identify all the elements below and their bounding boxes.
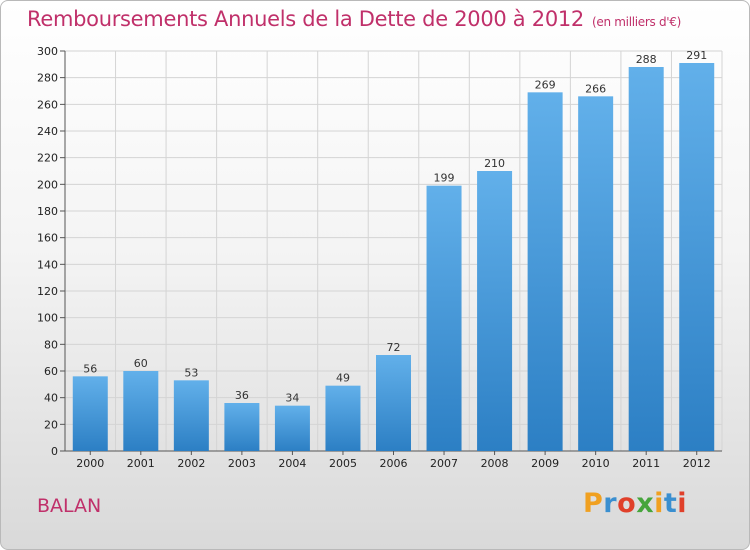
chart-title: Remboursements Annuels de la Dette de 20… xyxy=(27,7,681,31)
y-tick-label: 40 xyxy=(44,392,58,405)
y-tick-label: 220 xyxy=(37,152,58,165)
logo-letter: i xyxy=(654,488,664,519)
logo-letter: t xyxy=(663,488,678,519)
y-tick-label: 140 xyxy=(37,258,58,271)
bar-2001 xyxy=(123,371,159,451)
x-tick-label-2000: 2000 xyxy=(76,457,104,470)
value-label-2011: 288 xyxy=(636,53,657,66)
bar-2011 xyxy=(628,67,664,451)
bar-2003 xyxy=(224,403,260,451)
y-tick-label: 0 xyxy=(51,445,58,458)
x-tick-label-2009: 2009 xyxy=(531,457,559,470)
bar-2012 xyxy=(679,63,715,451)
bar-2002 xyxy=(173,380,209,451)
proxiti-logo: Proxiti xyxy=(583,488,687,519)
value-label-2006: 72 xyxy=(387,341,401,354)
value-label-2007: 199 xyxy=(434,172,455,185)
logo-letter: o xyxy=(617,488,637,519)
bar-2004 xyxy=(274,405,310,451)
value-label-2005: 49 xyxy=(336,372,350,385)
y-tick-label: 280 xyxy=(37,72,58,85)
commune-name: BALAN xyxy=(37,495,102,517)
value-label-2008: 210 xyxy=(484,157,505,170)
x-tick-label-2001: 2001 xyxy=(127,457,155,470)
value-label-2000: 56 xyxy=(83,362,97,375)
value-label-2009: 269 xyxy=(535,78,556,91)
value-label-2003: 36 xyxy=(235,389,249,402)
y-tick-label: 100 xyxy=(37,312,58,325)
chart-title-text: Remboursements Annuels de la Dette de 20… xyxy=(27,7,584,31)
chart-unit: (en milliers d'€) xyxy=(592,15,682,29)
y-tick-label: 240 xyxy=(37,125,58,138)
logo-letter: P xyxy=(583,488,604,519)
x-tick-label-2002: 2002 xyxy=(177,457,205,470)
value-label-2010: 266 xyxy=(585,82,606,95)
x-tick-label-2006: 2006 xyxy=(380,457,408,470)
y-tick-label: 180 xyxy=(37,205,58,218)
logo-letter: i xyxy=(677,488,688,519)
labels: 0 20 40 60 80 100 120 140 160 180 200 220 240 260 280 3… xyxy=(37,45,711,470)
bar-2000 xyxy=(72,376,108,451)
bar-2006 xyxy=(376,355,411,451)
y-tick-label: 160 xyxy=(37,232,58,245)
y-tick-label: 300 xyxy=(37,45,58,58)
x-tick-label-2004: 2004 xyxy=(278,457,306,470)
y-tick-label: 80 xyxy=(44,338,58,351)
bars xyxy=(72,63,715,451)
y-tick-label: 200 xyxy=(37,178,58,191)
value-label-2001: 60 xyxy=(134,357,148,370)
value-label-2004: 34 xyxy=(285,392,299,405)
x-tick-label-2007: 2007 xyxy=(430,457,458,470)
x-tick-label-2008: 2008 xyxy=(481,457,509,470)
x-tick-label-2011: 2011 xyxy=(632,457,660,470)
x-tick-label-2005: 2005 xyxy=(329,457,357,470)
value-label-2012: 291 xyxy=(686,49,707,62)
bar-2008 xyxy=(477,171,513,451)
y-tick-label: 20 xyxy=(44,418,58,431)
x-tick-label-2012: 2012 xyxy=(683,457,711,470)
x-tick-label-2010: 2010 xyxy=(582,457,610,470)
y-tick-label: 60 xyxy=(44,365,58,378)
logo-letter: r xyxy=(603,488,618,519)
bar-2010 xyxy=(578,96,614,451)
bar-2005 xyxy=(325,385,361,451)
bar-2009 xyxy=(527,92,563,451)
y-tick-label: 260 xyxy=(37,98,58,111)
y-tick-label: 120 xyxy=(37,285,58,298)
x-tick-label-2003: 2003 xyxy=(228,457,256,470)
bar-2007 xyxy=(426,185,462,451)
logo-letter: x xyxy=(636,488,655,519)
value-label-2002: 53 xyxy=(184,366,198,379)
